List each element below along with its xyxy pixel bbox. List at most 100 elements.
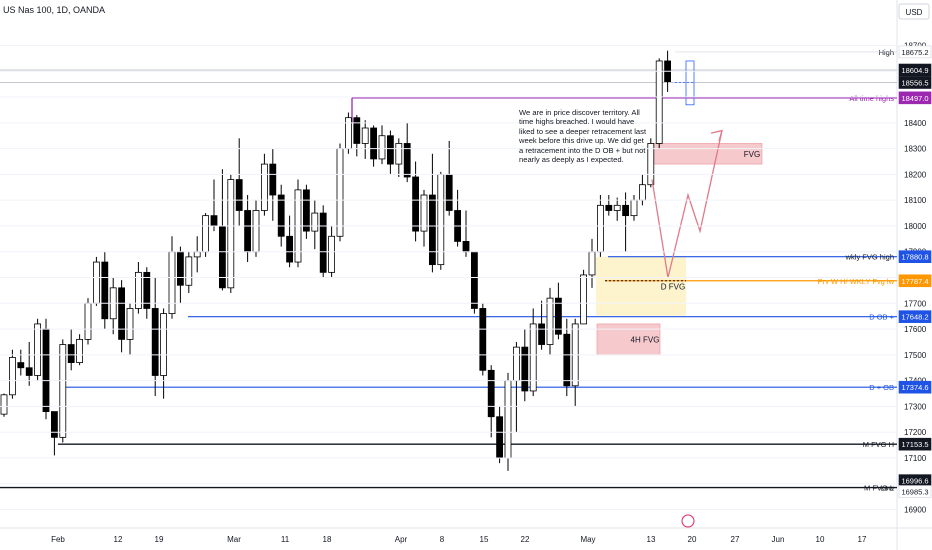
candle-body[interactable] — [344, 117, 352, 150]
candle-body[interactable] — [487, 369, 495, 418]
candle-body[interactable] — [513, 346, 520, 382]
candle-body[interactable] — [260, 163, 268, 211]
candle-body[interactable] — [176, 251, 184, 286]
candle-body[interactable] — [428, 194, 436, 266]
candle-body[interactable] — [420, 194, 428, 232]
candle-body[interactable] — [42, 328, 50, 412]
candle-body[interactable] — [319, 212, 327, 273]
price-tag-label: 18675.2 — [901, 48, 928, 57]
candle-body[interactable] — [655, 60, 663, 144]
candle-body[interactable] — [202, 215, 210, 253]
price-tag-label: 17648.2 — [901, 313, 928, 322]
x-tick-label: Mar — [227, 535, 241, 544]
drawings-layer — [651, 60, 723, 528]
candle-body[interactable] — [210, 215, 218, 227]
candle-body[interactable] — [218, 225, 226, 289]
annotation-text: We are in price discover territory. All … — [519, 108, 647, 165]
candle-body[interactable] — [143, 271, 151, 309]
candle-body[interactable] — [244, 210, 252, 253]
candle-body[interactable] — [168, 251, 176, 315]
candle-body[interactable] — [185, 256, 193, 286]
candle-body[interactable] — [160, 313, 168, 376]
candle-body[interactable] — [496, 416, 504, 459]
level-label: All time highs — [849, 94, 894, 103]
candle-body[interactable] — [0, 394, 8, 415]
candle-body[interactable] — [101, 261, 109, 320]
x-tick-label: Apr — [395, 535, 408, 544]
projection-path[interactable] — [651, 130, 723, 278]
currency-button[interactable] — [898, 3, 930, 20]
candle-body[interactable] — [605, 204, 613, 211]
candle-body[interactable] — [370, 127, 378, 160]
annotation-box[interactable]: We are in price discover territory. All … — [519, 108, 649, 188]
candle-body[interactable] — [597, 204, 604, 253]
candle-body[interactable] — [470, 251, 478, 309]
zones-layer: FVG D FVG 4H FVG — [596, 143, 763, 356]
candle-body[interactable] — [17, 362, 25, 369]
candle-body[interactable] — [613, 204, 621, 211]
candle-body[interactable] — [302, 189, 310, 232]
x-tick-label: May — [580, 535, 595, 544]
candle-body[interactable] — [361, 127, 369, 144]
candle-body[interactable] — [328, 235, 336, 273]
candle-body[interactable] — [479, 308, 487, 371]
candle-body[interactable] — [412, 176, 420, 232]
candle-body[interactable] — [269, 163, 277, 196]
candle-body[interactable] — [277, 194, 285, 237]
candle-body[interactable] — [378, 135, 386, 160]
candle-body[interactable] — [403, 143, 411, 178]
candle-body[interactable] — [93, 261, 100, 304]
candle-body[interactable] — [134, 271, 142, 309]
y-tick-label: 18100 — [904, 196, 927, 205]
candle-body[interactable] — [647, 143, 655, 186]
level-label: Prv W H/ WKLY Fvg lw — [818, 277, 895, 286]
candle-body[interactable] — [462, 241, 470, 253]
candle-body[interactable] — [252, 210, 260, 253]
time-scale[interactable]: Feb 12 19 Mar 11 18 Apr 8 15 22 May 13 20 27 Jun 10 17 — [51, 535, 867, 544]
candle-body[interactable] — [504, 380, 512, 459]
candle-body[interactable] — [151, 308, 159, 376]
candle-body[interactable] — [353, 117, 361, 144]
y-tick-label: 17200 — [904, 428, 927, 437]
extreme-label: High — [879, 48, 894, 57]
candle-body[interactable] — [118, 287, 125, 340]
candle-body[interactable] — [538, 323, 545, 345]
candle-body[interactable] — [546, 297, 554, 345]
candle-body[interactable] — [51, 411, 58, 438]
candle-body[interactable] — [25, 367, 33, 376]
candle-body[interactable] — [34, 323, 41, 376]
price-scale[interactable]: 1690017000171001720017300174001750017600… — [0, 42, 927, 515]
x-tick-label: 15 — [480, 535, 489, 544]
candle-body[interactable] — [67, 344, 75, 363]
y-tick-label: 17500 — [904, 351, 927, 360]
alert-icon[interactable] — [681, 514, 695, 528]
candle-body[interactable] — [235, 179, 243, 211]
candle-body[interactable] — [395, 143, 403, 165]
candle-body[interactable] — [386, 135, 394, 165]
candle-body[interactable] — [521, 346, 529, 392]
candle-body[interactable] — [227, 179, 235, 289]
candle-body[interactable] — [622, 204, 629, 217]
candle-body[interactable] — [336, 148, 344, 237]
candle-body[interactable] — [437, 173, 445, 266]
candle-body[interactable] — [630, 199, 638, 217]
candle-body[interactable] — [193, 251, 201, 258]
candle-body[interactable] — [563, 333, 571, 387]
candle-body[interactable] — [580, 274, 587, 325]
candle-body[interactable] — [588, 251, 596, 276]
candle-body[interactable] — [84, 302, 92, 340]
candle-body[interactable] — [8, 357, 16, 396]
y-tick-label: 17700 — [904, 299, 927, 308]
candle-body[interactable] — [286, 235, 294, 263]
x-tick-label: 19 — [155, 535, 164, 544]
y-tick-label: 18300 — [904, 145, 927, 154]
candle-body[interactable] — [529, 323, 537, 392]
candle-body[interactable] — [126, 308, 134, 340]
candle-body[interactable] — [445, 173, 453, 211]
projection-box[interactable] — [685, 60, 695, 106]
candle-body[interactable] — [555, 297, 562, 335]
candle-body[interactable] — [59, 344, 67, 438]
candle-body[interactable] — [311, 212, 319, 232]
candle-body[interactable] — [76, 338, 83, 363]
